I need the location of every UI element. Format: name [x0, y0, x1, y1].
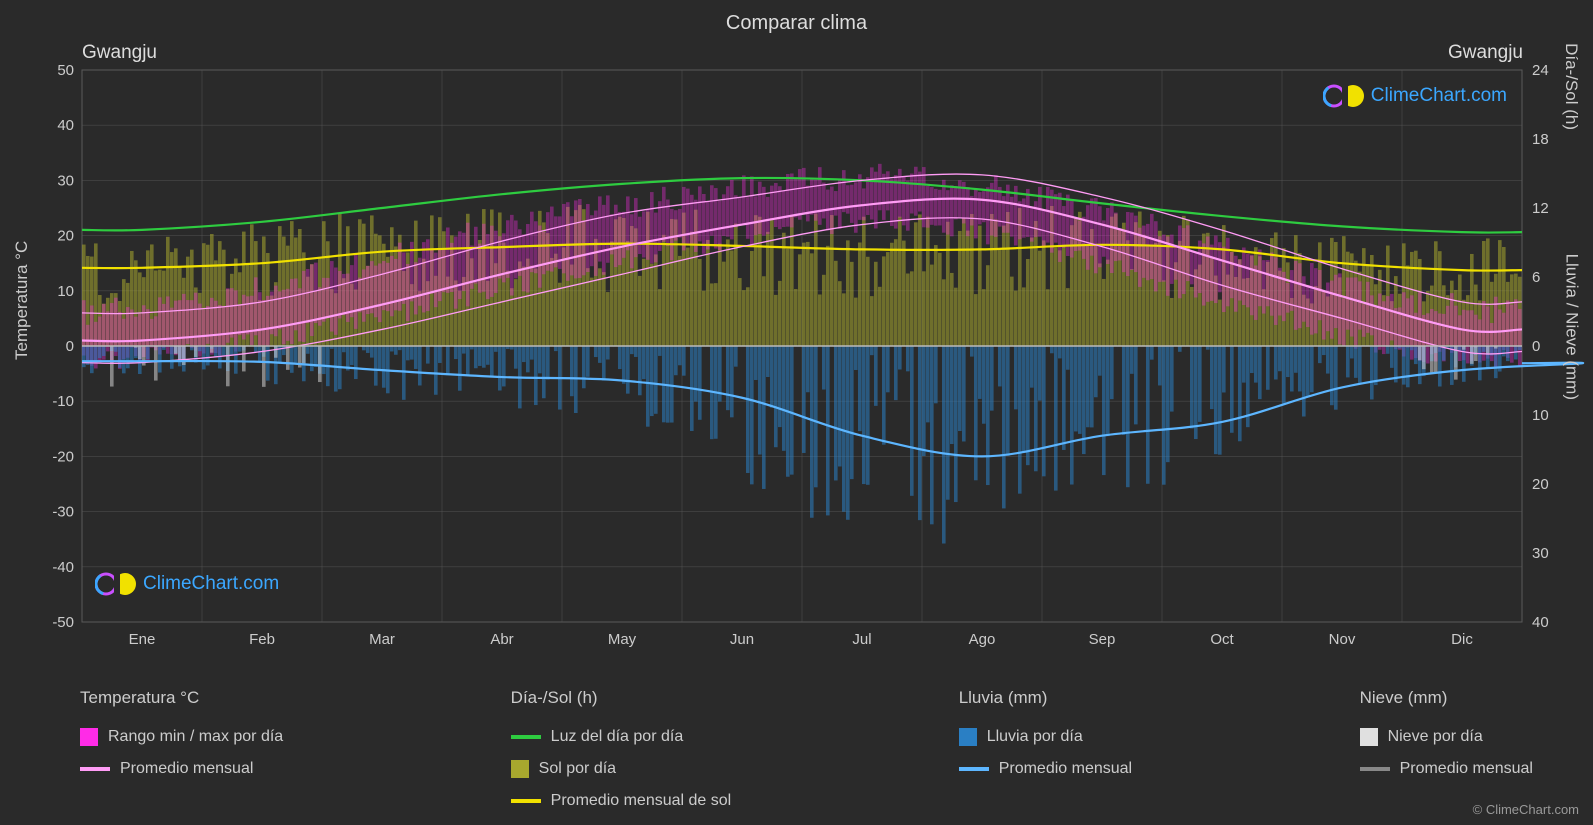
legend-item-rain-day: Lluvia por día — [959, 728, 1132, 746]
location-label-left: Gwangju — [82, 42, 157, 64]
svg-text:Mar: Mar — [369, 631, 395, 648]
legend: Temperatura °C Rango min / max por día P… — [80, 688, 1533, 810]
legend-item-daylight: Luz del día por día — [511, 728, 732, 746]
legend-col-snow: Nieve (mm) Nieve por día Promedio mensua… — [1360, 688, 1533, 810]
legend-item-temp-avg: Promedio mensual — [80, 760, 283, 778]
legend-label: Sol por día — [539, 760, 616, 778]
svg-text:Abr: Abr — [490, 631, 513, 648]
svg-text:6: 6 — [1532, 269, 1540, 286]
climate-chart: Comparar clima Gwangju Gwangju Temperatu… — [0, 0, 1593, 825]
svg-text:Oct: Oct — [1210, 631, 1234, 648]
svg-text:20: 20 — [1532, 476, 1549, 493]
svg-text:30: 30 — [1532, 545, 1549, 562]
green-line-icon — [511, 735, 541, 739]
svg-text:-10: -10 — [52, 393, 74, 410]
legend-label: Lluvia por día — [987, 728, 1083, 746]
white-block-icon — [1360, 728, 1378, 746]
legend-header-snow: Nieve (mm) — [1360, 688, 1533, 708]
legend-col-rain: Lluvia (mm) Lluvia por día Promedio mens… — [959, 688, 1132, 810]
legend-label: Promedio mensual — [1400, 760, 1533, 778]
svg-text:50: 50 — [57, 62, 74, 79]
svg-text:10: 10 — [57, 283, 74, 300]
chart-title: Comparar clima — [0, 12, 1593, 35]
brand-text: ClimeChart.com — [143, 573, 279, 595]
legend-header-rain: Lluvia (mm) — [959, 688, 1132, 708]
svg-text:0: 0 — [1532, 338, 1540, 355]
svg-text:24: 24 — [1532, 62, 1549, 79]
brand-logo-bottom: ClimeChart.com — [95, 570, 279, 598]
svg-text:Jun: Jun — [730, 631, 754, 648]
legend-label: Promedio mensual de sol — [551, 792, 732, 810]
svg-text:30: 30 — [57, 172, 74, 189]
legend-item-snow-day: Nieve por día — [1360, 728, 1533, 746]
svg-text:Jul: Jul — [852, 631, 871, 648]
legend-item-temp-range: Rango min / max por día — [80, 728, 283, 746]
y-axis-label-temp: Temperatura °C — [12, 241, 32, 360]
legend-label: Nieve por día — [1388, 728, 1483, 746]
legend-label: Luz del día por día — [551, 728, 684, 746]
magenta-block-icon — [80, 728, 98, 746]
brand-logo-top: ClimeChart.com — [1323, 82, 1507, 110]
svg-text:0: 0 — [66, 338, 74, 355]
svg-text:12: 12 — [1532, 200, 1549, 217]
svg-text:Ago: Ago — [969, 631, 996, 648]
y-axis-label-precip: Lluvia / Nieve (mm) — [1561, 254, 1581, 400]
svg-text:40: 40 — [1532, 614, 1549, 631]
legend-label: Promedio mensual — [999, 760, 1132, 778]
location-label-right: Gwangju — [1448, 42, 1523, 64]
copyright-text: © ClimeChart.com — [1473, 802, 1579, 817]
svg-text:18: 18 — [1532, 131, 1549, 148]
svg-text:Nov: Nov — [1329, 631, 1356, 648]
svg-text:40: 40 — [57, 117, 74, 134]
svg-text:Feb: Feb — [249, 631, 275, 648]
blue-line-icon — [959, 767, 989, 771]
olive-block-icon — [511, 760, 529, 778]
yellow-line-icon — [511, 799, 541, 803]
legend-item-snow-avg: Promedio mensual — [1360, 760, 1533, 778]
brand-text: ClimeChart.com — [1371, 85, 1507, 107]
blue-block-icon — [959, 728, 977, 746]
legend-item-sun: Sol por día — [511, 760, 732, 778]
legend-label: Promedio mensual — [120, 760, 253, 778]
legend-col-daysun: Día-/Sol (h) Luz del día por día Sol por… — [511, 688, 732, 810]
svg-text:Ene: Ene — [129, 631, 156, 648]
svg-text:May: May — [608, 631, 637, 648]
svg-text:-50: -50 — [52, 614, 74, 631]
svg-text:-30: -30 — [52, 504, 74, 521]
legend-header-daysun: Día-/Sol (h) — [511, 688, 732, 708]
svg-text:Sep: Sep — [1089, 631, 1116, 648]
y-axis-label-daysun: Día-/Sol (h) — [1561, 43, 1581, 130]
svg-text:10: 10 — [1532, 407, 1549, 424]
svg-text:-20: -20 — [52, 448, 74, 465]
legend-item-rain-avg: Promedio mensual — [959, 760, 1132, 778]
svg-text:20: 20 — [57, 228, 74, 245]
legend-item-sun-avg: Promedio mensual de sol — [511, 792, 732, 810]
svg-text:Dic: Dic — [1451, 631, 1473, 648]
legend-label: Rango min / max por día — [108, 728, 283, 746]
legend-col-temp: Temperatura °C Rango min / max por día P… — [80, 688, 283, 810]
gray-line-icon — [1360, 767, 1390, 771]
svg-text:-40: -40 — [52, 559, 74, 576]
legend-header-temp: Temperatura °C — [80, 688, 283, 708]
magenta-line-icon — [80, 767, 110, 771]
